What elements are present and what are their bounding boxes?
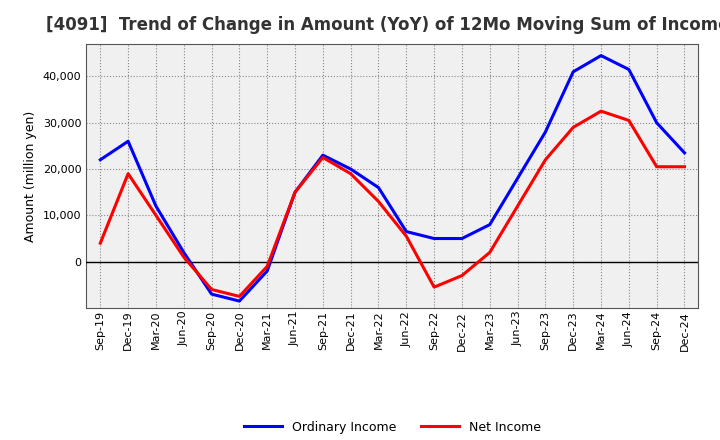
Line: Ordinary Income: Ordinary Income bbox=[100, 55, 685, 301]
Net Income bbox=[318, 155, 327, 160]
Net Income bbox=[597, 109, 606, 114]
Net Income bbox=[179, 254, 188, 260]
Net Income bbox=[152, 213, 161, 218]
Net Income bbox=[96, 241, 104, 246]
Ordinary Income bbox=[541, 129, 550, 135]
Net Income bbox=[124, 171, 132, 176]
Net Income bbox=[235, 294, 243, 299]
Net Income bbox=[541, 157, 550, 162]
Net Income bbox=[513, 203, 522, 209]
Ordinary Income bbox=[458, 236, 467, 241]
Net Income bbox=[291, 190, 300, 195]
Net Income bbox=[569, 125, 577, 130]
Ordinary Income bbox=[485, 222, 494, 227]
Net Income bbox=[207, 287, 216, 292]
Ordinary Income bbox=[124, 139, 132, 144]
Ordinary Income bbox=[152, 203, 161, 209]
Net Income bbox=[374, 199, 383, 204]
Net Income bbox=[485, 250, 494, 255]
Ordinary Income bbox=[96, 157, 104, 162]
Ordinary Income bbox=[624, 67, 633, 72]
Net Income bbox=[624, 118, 633, 123]
Net Income bbox=[346, 171, 355, 176]
Y-axis label: Amount (million yen): Amount (million yen) bbox=[24, 110, 37, 242]
Ordinary Income bbox=[263, 268, 271, 274]
Net Income bbox=[652, 164, 661, 169]
Ordinary Income bbox=[179, 250, 188, 255]
Net Income bbox=[263, 264, 271, 269]
Ordinary Income bbox=[291, 190, 300, 195]
Ordinary Income bbox=[569, 69, 577, 74]
Ordinary Income bbox=[318, 153, 327, 158]
Ordinary Income bbox=[402, 229, 410, 234]
Ordinary Income bbox=[346, 166, 355, 172]
Ordinary Income bbox=[430, 236, 438, 241]
Net Income bbox=[430, 285, 438, 290]
Net Income bbox=[402, 234, 410, 239]
Ordinary Income bbox=[374, 185, 383, 190]
Ordinary Income bbox=[680, 150, 689, 155]
Title: [4091]  Trend of Change in Amount (YoY) of 12Mo Moving Sum of Incomes: [4091] Trend of Change in Amount (YoY) o… bbox=[45, 16, 720, 34]
Net Income bbox=[680, 164, 689, 169]
Legend: Ordinary Income, Net Income: Ordinary Income, Net Income bbox=[239, 416, 546, 439]
Ordinary Income bbox=[235, 298, 243, 304]
Ordinary Income bbox=[652, 120, 661, 125]
Net Income bbox=[458, 273, 467, 278]
Ordinary Income bbox=[207, 291, 216, 297]
Line: Net Income: Net Income bbox=[100, 111, 685, 297]
Ordinary Income bbox=[597, 53, 606, 58]
Ordinary Income bbox=[513, 176, 522, 181]
